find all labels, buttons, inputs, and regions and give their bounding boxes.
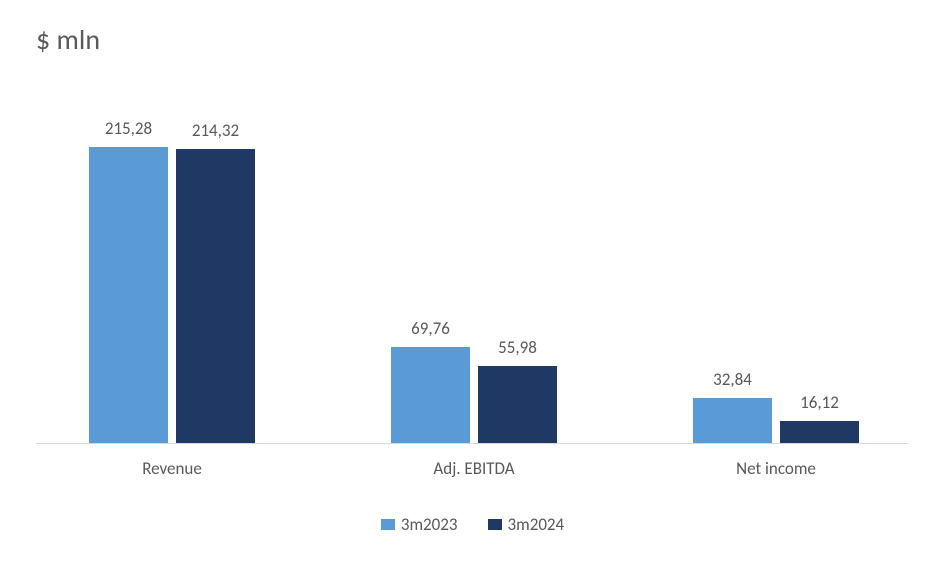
bar: [391, 347, 470, 443]
category-label: Revenue: [72, 458, 272, 479]
bar: [89, 147, 168, 443]
bar-value-label: 32,84: [693, 369, 773, 390]
bar: [693, 398, 772, 443]
legend-swatch: [381, 519, 395, 530]
legend: 3m2023 3m2024: [36, 510, 909, 538]
bar: [176, 149, 255, 443]
category-label: Net income: [676, 458, 876, 479]
legend-swatch: [488, 519, 502, 530]
bar-value-label: 69,76: [391, 318, 471, 339]
category-label: Adj. EBITDA: [374, 458, 574, 479]
bar-value-label: 16,12: [780, 392, 860, 413]
bar: [780, 421, 859, 443]
legend-item: 3m2023: [381, 514, 458, 535]
legend-label: 3m2024: [508, 514, 565, 535]
legend-item: 3m2024: [488, 514, 565, 535]
bar-value-label: 214,32: [176, 120, 256, 141]
chart-title: $ mln: [36, 22, 100, 57]
bar: [478, 366, 557, 443]
bar-value-label: 215,28: [89, 118, 169, 139]
bar-value-label: 55,98: [478, 337, 558, 358]
financial-bar-chart: $ mln 215,28 214,32 69,76 55,98 32,84 16,12 3…: [0, 0, 941, 563]
plot-area: 215,28214,3269,7655,9832,8416,12: [36, 128, 909, 444]
legend-label: 3m2023: [401, 514, 458, 535]
